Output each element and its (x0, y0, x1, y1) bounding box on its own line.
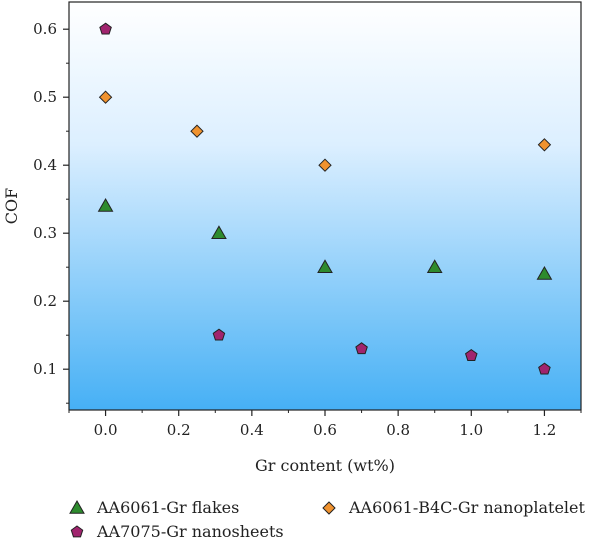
data-point-diamond (190, 124, 204, 138)
y-axis-ticks: 0.1 0.2 0.3 0.4 0.5 0.6 (33, 20, 69, 404)
legend-label: AA6061-Gr flakes (96, 498, 239, 517)
legend: AA6061-Gr flakes AA6061-B4C-Gr nanoplatel… (69, 498, 586, 540)
x-axis-ticks: 0.0 0.2 0.4 0.6 0.8 1.0 1.2 (68, 410, 582, 439)
data-points (97, 22, 553, 375)
data-point-triangle (317, 259, 333, 273)
data-point-triangle (426, 259, 443, 273)
y-tick-label: 0.2 (33, 292, 57, 310)
x-tick-label: 0.6 (313, 421, 337, 439)
y-tick-label: 0.1 (33, 360, 57, 378)
y-tick-label: 0.6 (33, 20, 57, 38)
plot-area (69, 2, 581, 410)
data-point-pentagon (212, 328, 226, 341)
y-tick-label: 0.3 (33, 224, 57, 242)
plot-frame (68, 1, 582, 411)
legend-marker-triangle (69, 499, 85, 514)
y-tick-label: 0.5 (33, 88, 57, 106)
x-tick-label: 0.4 (240, 421, 264, 439)
data-point-triangle (97, 197, 114, 212)
y-tick-label: 0.4 (33, 156, 57, 174)
data-point-diamond (98, 90, 113, 104)
legend-label: AA7075-Gr nanosheets (96, 522, 284, 540)
data-point-triangle (536, 265, 553, 280)
legend-marker-diamond (322, 501, 336, 515)
x-tick-label: 0.8 (386, 421, 410, 439)
legend-label: AA6061-B4C-Gr nanoplatelet (348, 498, 586, 517)
data-point-pentagon (538, 362, 551, 375)
x-tick-label: 0.2 (167, 421, 191, 439)
data-point-pentagon (99, 22, 112, 35)
x-tick-label: 1.0 (459, 421, 483, 439)
data-point-triangle (211, 225, 227, 239)
y-axis-label: COF (2, 188, 21, 224)
legend-marker-pentagon (70, 525, 84, 538)
data-point-pentagon (355, 342, 368, 355)
data-point-pentagon (464, 348, 478, 361)
x-tick-label: 1.2 (532, 421, 556, 439)
data-point-diamond (318, 158, 332, 172)
x-axis-label: Gr content (wt%) (255, 456, 395, 475)
x-tick-label: 0.0 (94, 421, 118, 439)
data-point-diamond (537, 138, 552, 152)
